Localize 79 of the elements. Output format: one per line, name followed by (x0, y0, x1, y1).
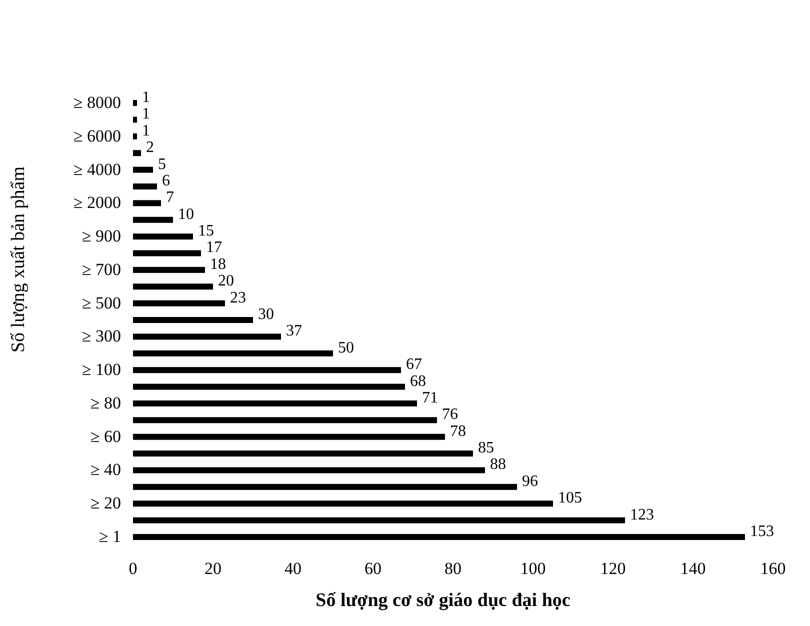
data-label: 85 (478, 440, 494, 457)
bar (133, 183, 157, 190)
bar (133, 317, 253, 323)
bar (133, 484, 517, 490)
y-tick-label: ≥ 700 (82, 260, 121, 279)
y-tick-label: ≥ 8000 (73, 93, 121, 112)
x-tick-label: 40 (284, 559, 302, 578)
bar (133, 250, 201, 256)
bar (133, 234, 193, 240)
bar (133, 417, 437, 424)
data-label: 20 (218, 272, 234, 290)
data-label: 23 (230, 289, 246, 306)
x-tick-label: 20 (204, 559, 222, 578)
data-label: 18 (210, 256, 226, 273)
y-tick-label: ≥ 900 (82, 226, 121, 246)
bar (133, 284, 213, 290)
y-tick-label: ≥ 300 (82, 326, 121, 346)
data-label: 30 (258, 306, 274, 323)
y-tick-label: ≥ 40 (90, 460, 121, 480)
y-tick-label: ≥ 100 (82, 360, 121, 380)
data-label: 78 (450, 422, 466, 440)
data-label: 67 (406, 356, 422, 374)
y-tick-label: ≥ 80 (90, 393, 121, 412)
y-tick-label: ≥ 1 (98, 527, 121, 546)
data-label: 50 (338, 339, 354, 356)
x-tick-label: 0 (128, 559, 138, 578)
data-label: 2 (146, 139, 154, 156)
bar (133, 384, 405, 390)
bar (133, 166, 153, 173)
data-label: 71 (422, 389, 438, 406)
data-label: 1 (142, 122, 150, 140)
y-tick-label: ≥ 2000 (73, 193, 121, 212)
bar (133, 334, 281, 340)
x-axis-title: Số lượng cơ sở giáo dục đại học (316, 590, 570, 611)
data-label: 1 (142, 106, 150, 123)
data-label: 37 (286, 322, 302, 340)
bar (133, 200, 161, 206)
data-label: 10 (178, 206, 194, 223)
x-tick-label: 60 (364, 559, 382, 578)
y-tick-label: ≥ 4000 (73, 160, 121, 179)
data-label: 15 (198, 222, 214, 240)
data-label: 68 (410, 372, 426, 390)
bar (133, 133, 137, 140)
bar (133, 500, 553, 507)
data-label: 96 (522, 472, 538, 490)
bar (133, 450, 473, 457)
data-label: 153 (750, 523, 774, 540)
x-tick-label: 120 (600, 559, 626, 578)
bar (133, 517, 625, 524)
bar (133, 100, 137, 106)
bar (133, 150, 141, 156)
y-tick-label: ≥ 500 (82, 293, 121, 312)
bar (133, 434, 445, 440)
x-tick-label: 140 (680, 559, 706, 578)
y-tick-label: ≥ 20 (90, 494, 121, 513)
data-label: 105 (558, 490, 582, 507)
bar (133, 266, 205, 273)
data-label: 123 (630, 506, 654, 524)
data-label: 5 (158, 156, 166, 173)
bar (133, 300, 225, 306)
bar (133, 116, 137, 123)
data-label: 7 (166, 189, 174, 206)
bar (133, 367, 401, 374)
bar (133, 400, 417, 406)
bar (133, 216, 173, 223)
x-tick-label: 160 (760, 559, 786, 578)
data-label: 76 (442, 406, 458, 424)
y-tick-label: ≥ 60 (90, 426, 121, 446)
x-tick-label: 100 (520, 559, 546, 578)
data-label: 1 (142, 89, 150, 106)
data-label: 6 (162, 172, 170, 190)
y-axis-title: Số lượng xuất bản phẩm (8, 166, 29, 353)
bar (133, 467, 485, 474)
bar (133, 350, 333, 356)
data-label: 17 (206, 239, 222, 256)
x-tick-label: 80 (444, 559, 462, 578)
y-tick-label: ≥ 6000 (73, 126, 121, 146)
data-label: 88 (490, 456, 506, 474)
bar (133, 534, 745, 540)
